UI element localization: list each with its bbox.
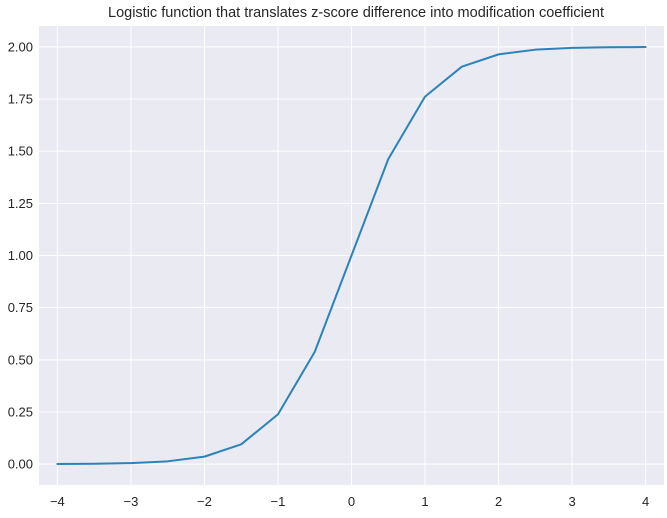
chart-title: Logistic function that translates z-scor… [108,5,604,21]
y-tick-label: 0.75 [8,300,33,315]
y-tick-label: 0.00 [8,457,33,472]
x-tick-label: −2 [197,494,212,509]
y-tick-label: 0.50 [8,352,33,367]
x-tick-label: −3 [123,494,138,509]
series-layer [56,46,647,465]
x-tick-label: 1 [421,494,428,509]
y-axis-tick-labels: 0.00 0.25 0.50 0.75 1.00 1.25 1.50 1.75 2.00 [8,39,33,471]
y-tick-label: 2.00 [8,39,33,54]
y-tick-label: 1.50 [8,144,33,159]
x-tick-label: 2 [495,494,502,509]
x-tick-label: 3 [568,494,575,509]
y-tick-label: 1.75 [8,92,33,107]
y-tick-label: 1.25 [8,196,33,211]
x-axis-tick-labels: −4 −3 −2 −1 0 1 2 3 4 [50,494,649,509]
x-tick-label: −4 [50,494,65,509]
y-tick-label: 0.25 [8,404,33,419]
x-tick-label: 0 [348,494,355,509]
series-line [56,46,647,465]
x-tick-label: −1 [271,494,286,509]
x-tick-label: 4 [642,494,649,509]
y-tick-label: 1.00 [8,248,33,263]
